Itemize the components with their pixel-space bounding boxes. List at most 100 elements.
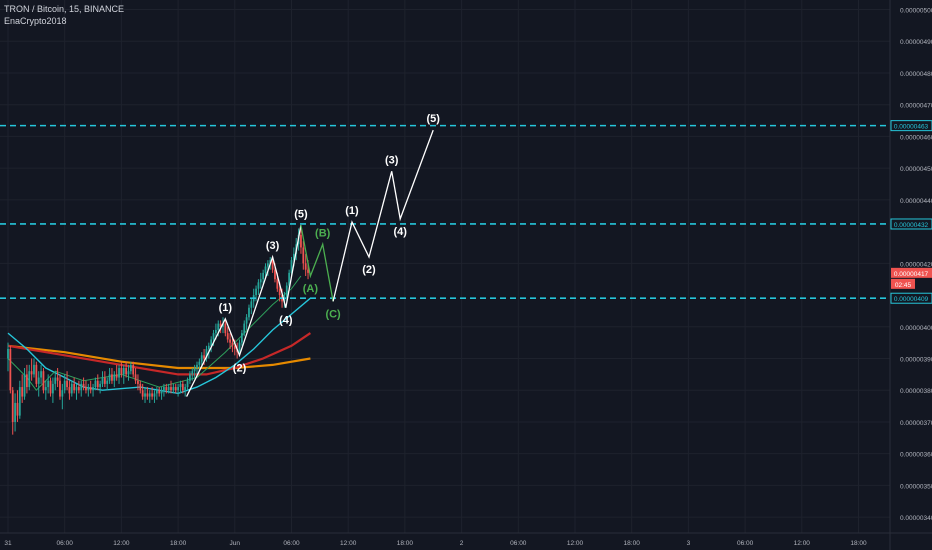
candle-body bbox=[101, 377, 104, 384]
candle-body bbox=[271, 260, 274, 270]
candle-body bbox=[11, 390, 14, 422]
wave-path[interactable] bbox=[300, 225, 334, 302]
level-price-label: 0.00000409 bbox=[894, 296, 929, 303]
candle-body bbox=[212, 333, 215, 340]
candle-body bbox=[179, 383, 182, 388]
x-tick-label: Jun bbox=[230, 540, 241, 547]
candle-body bbox=[196, 364, 198, 369]
candle-body bbox=[49, 380, 52, 394]
grid bbox=[0, 0, 890, 533]
candle-body bbox=[250, 301, 253, 308]
countdown-tag bbox=[891, 278, 915, 289]
x-tick-label: 2 bbox=[460, 540, 464, 547]
y-tick-label: 0.00000470 bbox=[900, 103, 932, 110]
candle-body bbox=[243, 323, 246, 334]
candle-body bbox=[146, 393, 149, 397]
candle-body bbox=[266, 263, 269, 267]
level-price-tag bbox=[890, 218, 932, 230]
ma-red-line bbox=[7, 332, 312, 376]
candle-body bbox=[158, 390, 161, 394]
candle-body bbox=[155, 390, 158, 394]
y-tick-label: 0.00000500 bbox=[900, 8, 932, 15]
candle-body bbox=[108, 374, 111, 381]
candle-body bbox=[139, 383, 142, 391]
wave-label: (1) bbox=[219, 302, 233, 314]
author-name: EnaCrypto2018 bbox=[4, 16, 67, 26]
level-price-tag bbox=[890, 120, 932, 132]
candle-body bbox=[120, 368, 123, 375]
y-tick-label: 0.00000450 bbox=[900, 166, 932, 173]
candle-body bbox=[75, 387, 78, 391]
candle-body bbox=[226, 333, 229, 340]
last-price-tag bbox=[891, 267, 932, 278]
candle-body bbox=[92, 387, 94, 391]
x-tick-label: 3 bbox=[687, 540, 691, 547]
countdown-label: 02:45 bbox=[895, 282, 912, 289]
candle-body bbox=[63, 380, 66, 391]
horizontal-levels[interactable]: 0.00000463 0.00000432 0.00000409 bbox=[0, 120, 932, 304]
candle-body bbox=[259, 279, 262, 283]
candle-body bbox=[129, 364, 132, 372]
candle-body bbox=[44, 387, 47, 391]
candle-body bbox=[122, 368, 125, 375]
candle-body bbox=[160, 390, 163, 394]
candle-body bbox=[118, 368, 120, 378]
candle-body bbox=[125, 368, 128, 375]
candle-body bbox=[165, 387, 168, 391]
candle-body bbox=[7, 348, 9, 359]
candle-body bbox=[229, 339, 231, 343]
candle-body bbox=[245, 317, 248, 324]
candle-body bbox=[68, 387, 71, 394]
y-tick-label: 0.00000340 bbox=[900, 515, 932, 522]
candle-body bbox=[304, 263, 307, 270]
candle-body bbox=[174, 387, 177, 391]
candle-body bbox=[238, 342, 241, 353]
y-tick-label: 0.00000440 bbox=[900, 198, 932, 205]
candle-body bbox=[106, 380, 109, 384]
candle-body bbox=[51, 383, 54, 394]
wave-path[interactable] bbox=[332, 129, 434, 302]
level-price-tag bbox=[890, 292, 932, 304]
elliott-waves[interactable]: (1) (2) (3) (4) (5) (A) (B) (C) (1) (2) (3) (4) (5) bbox=[186, 113, 441, 397]
x-tick-label: 06:00 bbox=[510, 540, 527, 547]
candle-body bbox=[23, 374, 26, 397]
candle-body bbox=[115, 374, 118, 378]
y-tick-label: 0.00000380 bbox=[900, 388, 932, 395]
candle-body bbox=[14, 402, 16, 422]
candle-body bbox=[21, 387, 24, 397]
candle-body bbox=[47, 380, 50, 388]
candle-body bbox=[191, 371, 194, 375]
candle-body bbox=[132, 364, 135, 375]
wave-path[interactable] bbox=[186, 225, 302, 397]
candle-body bbox=[42, 371, 45, 391]
x-tick-label: 12:00 bbox=[340, 540, 357, 547]
candle-body bbox=[73, 383, 76, 391]
wave-label: (C) bbox=[325, 308, 341, 320]
ma-orange-line bbox=[7, 344, 311, 370]
candle-body bbox=[290, 260, 293, 273]
candle-body bbox=[278, 288, 281, 296]
candle-body bbox=[177, 387, 179, 391]
candle-body bbox=[231, 342, 234, 346]
candle-body bbox=[184, 387, 187, 391]
candle-body bbox=[82, 383, 85, 388]
candle-body bbox=[18, 387, 21, 416]
candle-body bbox=[28, 371, 31, 388]
wave-label: (5) bbox=[294, 208, 308, 220]
candles bbox=[7, 225, 309, 435]
candle-body bbox=[134, 374, 137, 381]
candle-body bbox=[181, 383, 184, 391]
wave-label: (A) bbox=[303, 283, 319, 295]
candle-body bbox=[300, 234, 302, 248]
x-tick-label: 06:00 bbox=[737, 540, 754, 547]
candle-body bbox=[37, 377, 40, 384]
wave-label: (4) bbox=[279, 315, 293, 327]
candle-body bbox=[215, 329, 217, 334]
candle-body bbox=[222, 323, 224, 327]
candle-body bbox=[193, 368, 196, 372]
y-tick-label: 0.00000460 bbox=[900, 134, 932, 141]
x-tick-label: 18:00 bbox=[850, 540, 867, 547]
candle-body bbox=[61, 390, 64, 397]
candle-body bbox=[302, 247, 305, 264]
